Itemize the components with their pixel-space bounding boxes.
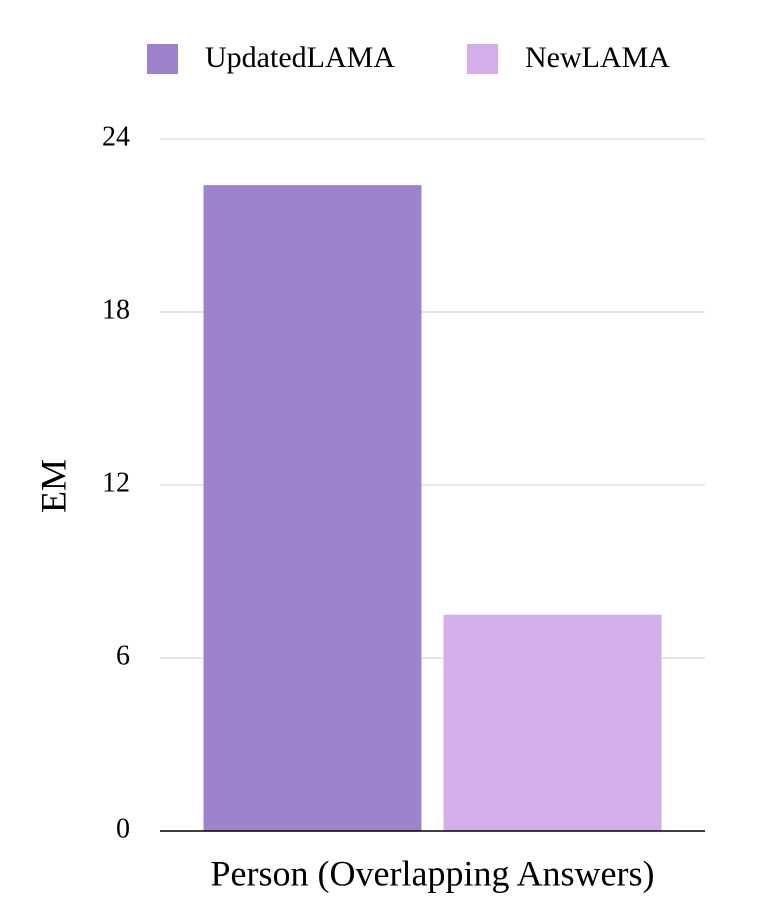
- legend-label: NewLAMA: [525, 41, 670, 74]
- y-tick-label: 12: [102, 467, 130, 498]
- y-tick-label: 24: [102, 121, 130, 152]
- legend-swatch: [147, 44, 178, 74]
- legend-swatch: [467, 44, 498, 74]
- y-tick-label: 6: [116, 640, 130, 671]
- x-tick-label: Person (Overlapping Answers): [211, 853, 655, 893]
- y-axis-label: EM: [33, 459, 73, 513]
- y-tick-label: 0: [116, 813, 130, 844]
- bar: [443, 614, 662, 831]
- legend-label: UpdatedLAMA: [205, 41, 395, 74]
- y-tick-label: 18: [102, 294, 130, 325]
- bar: [203, 185, 422, 832]
